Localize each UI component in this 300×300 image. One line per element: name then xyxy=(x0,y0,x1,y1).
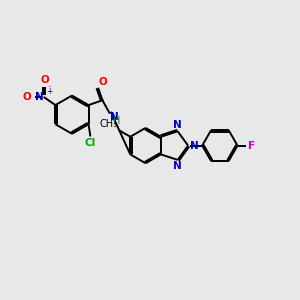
Text: N: N xyxy=(173,161,182,171)
Text: N: N xyxy=(35,92,44,103)
Text: H: H xyxy=(113,116,121,126)
Text: O: O xyxy=(40,74,49,85)
Text: O: O xyxy=(23,92,32,103)
Text: ⁻: ⁻ xyxy=(47,83,52,92)
Text: N: N xyxy=(173,120,182,130)
Text: N: N xyxy=(190,141,199,151)
Text: Cl: Cl xyxy=(85,138,96,148)
Text: +: + xyxy=(46,87,53,96)
Text: F: F xyxy=(248,141,256,151)
Text: N: N xyxy=(110,112,118,122)
Text: CH₃: CH₃ xyxy=(100,119,118,129)
Text: O: O xyxy=(99,77,107,87)
